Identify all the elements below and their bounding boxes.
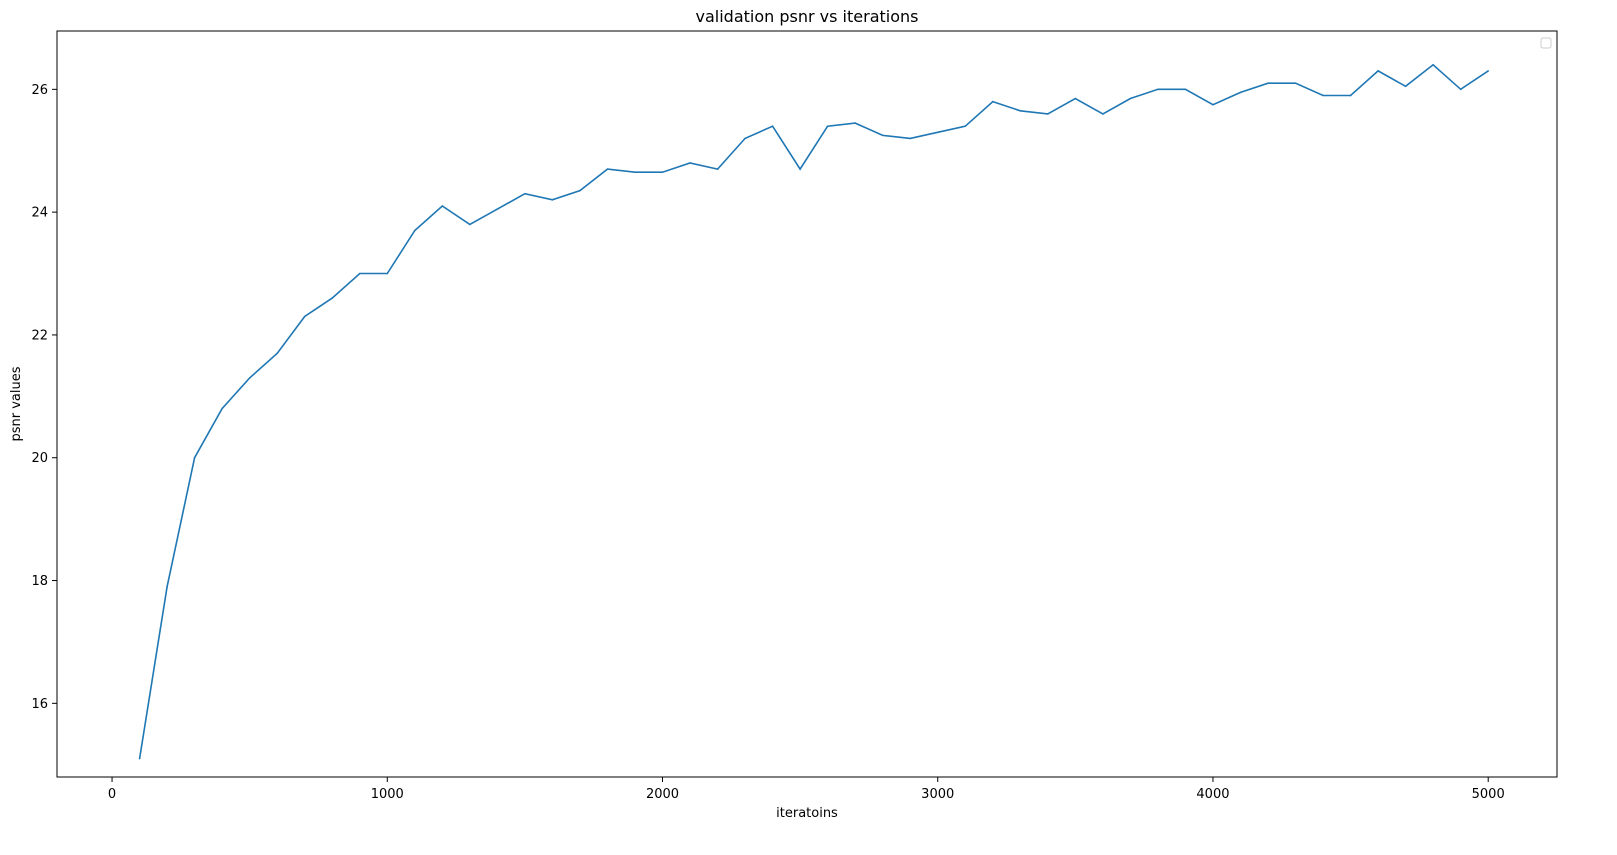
data-point <box>386 272 389 275</box>
x-tick-label: 1000 <box>371 787 404 802</box>
data-point <box>331 297 334 299</box>
data-point <box>1432 63 1434 66</box>
data-point <box>1349 94 1352 97</box>
data-point <box>936 131 939 134</box>
data-point <box>469 223 471 226</box>
y-axis-label: psnr values <box>9 366 24 441</box>
data-point <box>248 377 251 379</box>
data-point <box>1294 82 1297 84</box>
x-tick-label: 5000 <box>1472 787 1505 802</box>
data-point <box>193 456 196 459</box>
data-point <box>1239 91 1242 94</box>
data-point <box>221 407 223 410</box>
psnr-series-line <box>138 63 1489 759</box>
data-point <box>441 205 444 207</box>
data-point <box>1267 82 1269 84</box>
x-tick-label: 4000 <box>1196 787 1229 802</box>
data-point <box>1404 85 1407 88</box>
data-point <box>496 208 499 210</box>
y-tick-label: 16 <box>31 697 48 712</box>
data-point <box>991 100 994 103</box>
data-point <box>744 137 746 140</box>
data-point <box>771 125 774 127</box>
data-point <box>1377 70 1379 72</box>
data-point <box>1212 103 1214 106</box>
data-point <box>826 125 829 127</box>
data-point <box>1047 113 1049 115</box>
y-tick-label: 26 <box>31 83 48 98</box>
x-axis-label: iteratoins <box>776 806 838 821</box>
data-point <box>1184 88 1187 91</box>
data-point <box>276 352 278 355</box>
y-tick-label: 22 <box>31 328 48 343</box>
y-tick-label: 24 <box>31 206 48 221</box>
series-points <box>138 63 1489 760</box>
data-point <box>1487 70 1489 72</box>
data-point <box>909 137 912 140</box>
data-point <box>716 168 719 170</box>
data-point <box>413 229 416 232</box>
data-point <box>1102 113 1104 115</box>
x-tick-label: 0 <box>108 787 116 802</box>
data-point <box>1074 97 1077 100</box>
legend-box <box>1540 37 1552 49</box>
data-point <box>1322 94 1324 97</box>
x-tick-label: 2000 <box>646 787 679 802</box>
data-point <box>854 122 856 124</box>
data-point <box>138 757 141 760</box>
x-axis: 0 1000 2000 3000 4000 5000 <box>108 777 1505 802</box>
data-point <box>1157 88 1159 91</box>
data-point <box>1459 88 1462 91</box>
data-point <box>1129 97 1132 100</box>
y-axis: 16 18 20 22 24 26 <box>31 83 57 712</box>
data-point <box>166 585 168 588</box>
data-point <box>1019 110 1022 112</box>
data-point <box>551 199 554 201</box>
data-point <box>799 168 801 170</box>
data-point <box>634 171 636 174</box>
data-point <box>358 272 361 275</box>
data-point <box>606 168 609 170</box>
plot-area <box>56 30 1558 778</box>
data-point <box>881 134 884 137</box>
x-tick-label: 3000 <box>921 787 954 802</box>
data-point <box>689 162 691 164</box>
data-point <box>964 125 967 127</box>
data-point <box>661 171 664 174</box>
y-tick-label: 18 <box>31 574 48 589</box>
chart-title: validation psnr vs iterations <box>696 7 919 26</box>
data-point <box>303 315 306 318</box>
y-tick-label: 20 <box>31 451 48 466</box>
data-point <box>579 189 581 192</box>
data-point <box>524 192 526 195</box>
